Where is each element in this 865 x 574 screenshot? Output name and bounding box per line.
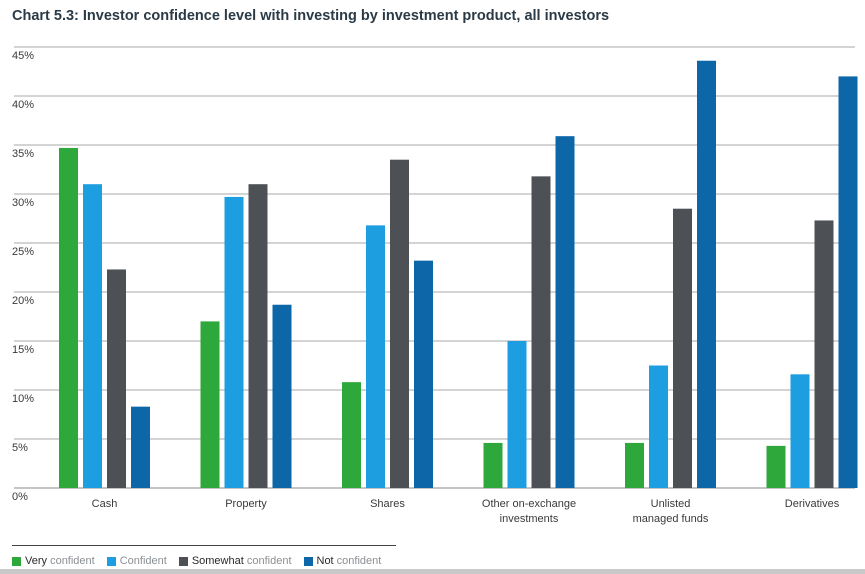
bar xyxy=(649,365,668,488)
x-tick-label: Unlisted xyxy=(651,498,691,510)
bar xyxy=(131,406,150,488)
bar xyxy=(224,196,244,488)
legend-swatch xyxy=(178,556,188,566)
bar xyxy=(83,184,102,488)
x-tick-label: Property xyxy=(225,498,267,510)
x-tick-label: Cash xyxy=(92,498,118,510)
legend-label: Confident xyxy=(119,555,167,567)
legend-swatch xyxy=(106,556,116,566)
legend-item: Not confident xyxy=(303,555,382,567)
legend-item: Very confident xyxy=(12,555,95,567)
bar xyxy=(790,374,810,488)
y-tick-label: 20% xyxy=(12,295,34,307)
bar xyxy=(697,60,716,488)
y-tick-label: 10% xyxy=(12,393,34,405)
bar xyxy=(59,147,78,488)
bar xyxy=(248,184,268,488)
y-tick-label: 15% xyxy=(12,344,34,356)
legend-swatch xyxy=(303,556,313,566)
legend-label: Very confident xyxy=(25,555,95,567)
bar xyxy=(507,341,527,488)
bar xyxy=(673,208,692,488)
bar xyxy=(107,269,126,488)
bar xyxy=(414,260,433,488)
y-tick-label: 5% xyxy=(12,442,28,454)
bar xyxy=(838,76,858,489)
y-tick-label: 0% xyxy=(12,491,28,503)
x-tick-label: investments xyxy=(500,513,559,525)
legend-divider xyxy=(12,545,396,546)
page-footer-band xyxy=(0,569,865,574)
bar xyxy=(814,220,834,488)
legend-item: Somewhat confident xyxy=(178,555,292,567)
bar xyxy=(200,321,220,488)
bar xyxy=(625,442,644,488)
legend-label: Somewhat confident xyxy=(191,555,292,567)
y-tick-label: 30% xyxy=(12,197,34,209)
y-tick-label: 25% xyxy=(12,246,34,258)
bar xyxy=(555,136,575,488)
x-tick-label: managed funds xyxy=(633,513,709,525)
y-tick-label: 45% xyxy=(12,50,34,62)
x-tick-label: Other on-exchange xyxy=(482,498,576,510)
chart-legend: Very confident Confident Somewhat confiden… xyxy=(12,553,381,569)
bar xyxy=(483,442,503,488)
bar xyxy=(531,176,551,489)
legend-swatch xyxy=(12,556,21,566)
bar xyxy=(272,304,292,488)
y-tick-label: 40% xyxy=(12,99,34,111)
bar xyxy=(390,159,409,488)
y-tick-label: 35% xyxy=(12,148,34,160)
legend-label: Not confident xyxy=(316,555,382,567)
x-tick-label: Shares xyxy=(370,498,405,510)
bar xyxy=(342,382,361,488)
x-tick-label: Derivatives xyxy=(785,498,840,510)
bar xyxy=(766,445,786,488)
legend-item: Confident xyxy=(106,555,167,567)
bar xyxy=(366,225,385,489)
chart-title: Chart 5.3: Investor confidence level wit… xyxy=(12,8,610,24)
